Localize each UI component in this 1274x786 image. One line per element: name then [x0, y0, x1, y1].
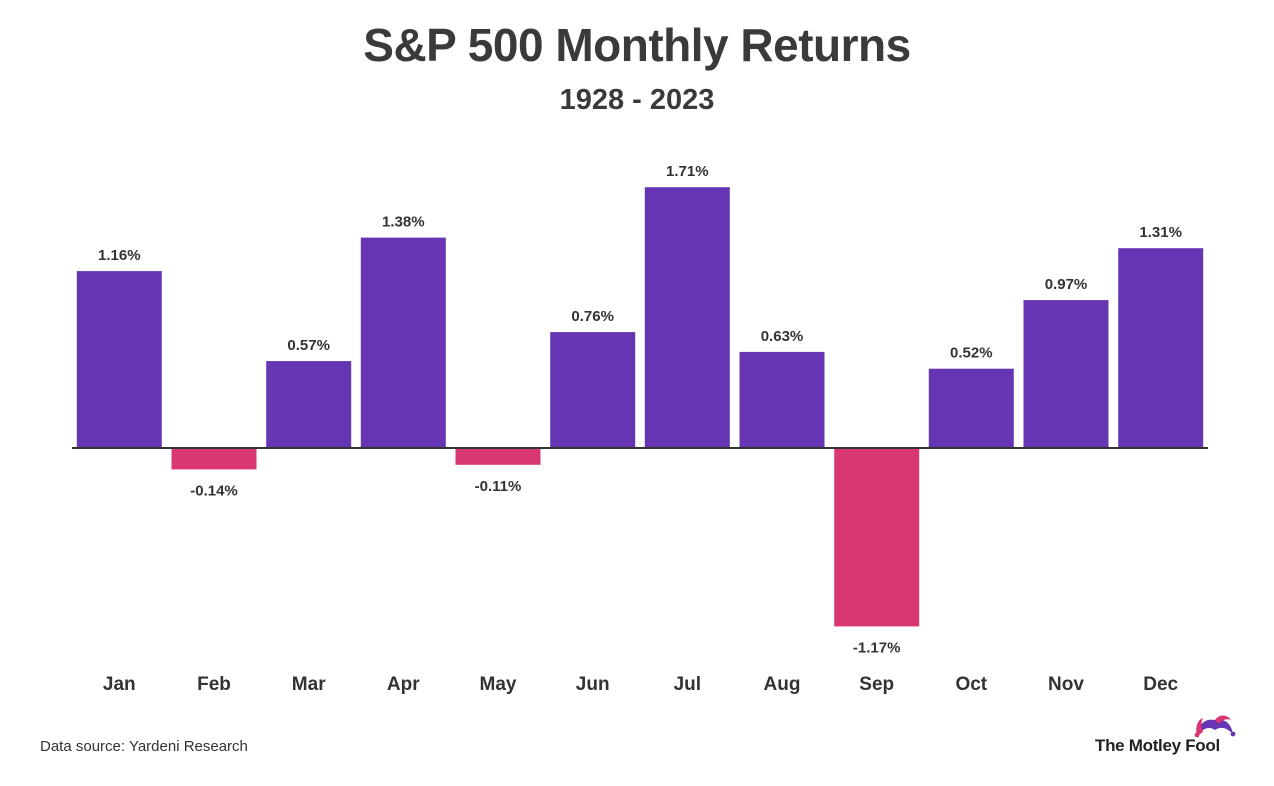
category-label-may: May — [480, 674, 517, 695]
category-label-jul: Jul — [674, 674, 701, 695]
category-label-oct: Oct — [955, 674, 987, 695]
category-label-jun: Jun — [576, 674, 610, 695]
data-label-mar: 0.57% — [287, 337, 330, 354]
data-label-feb: -0.14% — [190, 482, 238, 499]
data-label-apr: 1.38% — [382, 214, 425, 231]
data-label-may: -0.11% — [475, 478, 522, 495]
data-label-jul: 1.71% — [666, 163, 709, 180]
category-label-aug: Aug — [764, 674, 801, 695]
data-label-oct: 0.52% — [950, 345, 993, 362]
data-label-jun: 0.76% — [571, 308, 614, 325]
bar-mar — [266, 361, 352, 448]
brand-name: The Motley Fool — [1095, 736, 1220, 755]
data-label-aug: 0.63% — [761, 328, 804, 345]
category-label-sep: Sep — [859, 674, 894, 695]
bar-feb — [171, 448, 257, 470]
data-label-sep: -1.17% — [853, 639, 901, 656]
bar-nov — [1023, 300, 1109, 448]
bar-aug — [739, 351, 825, 448]
data-source-note: Data source: Yardeni Research — [40, 738, 248, 755]
bar-may — [455, 448, 541, 465]
data-label-dec: 1.31% — [1139, 224, 1182, 241]
data-label-nov: 0.97% — [1045, 276, 1088, 293]
bar-jun — [550, 332, 636, 448]
category-label-feb: Feb — [197, 674, 231, 695]
bar-dec — [1118, 248, 1204, 448]
bar-jan — [76, 271, 162, 448]
bar-jul — [644, 187, 730, 448]
category-label-mar: Mar — [292, 674, 326, 695]
bar-sep — [834, 448, 920, 627]
category-label-dec: Dec — [1143, 674, 1178, 695]
category-label-jan: Jan — [103, 674, 136, 695]
data-label-jan: 1.16% — [98, 247, 141, 264]
bar-oct — [928, 368, 1014, 448]
category-label-nov: Nov — [1048, 674, 1084, 695]
chart-title: S&P 500 Monthly Returns — [363, 19, 911, 71]
jester-hat-icon — [1194, 715, 1236, 738]
motley-fool-logo: The Motley Fool — [1095, 712, 1245, 764]
chart-subtitle: 1928 - 2023 — [559, 84, 715, 116]
bar-apr — [360, 237, 446, 448]
category-label-apr: Apr — [387, 674, 420, 695]
